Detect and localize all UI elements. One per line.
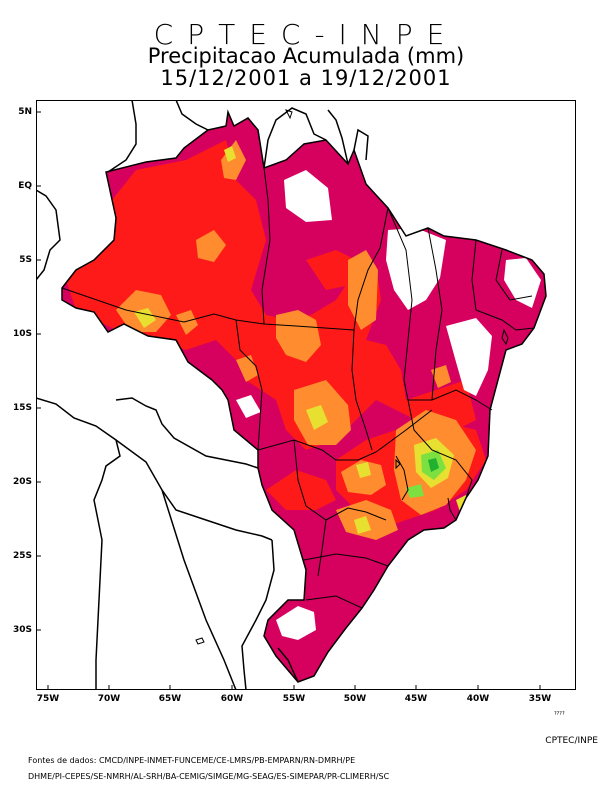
x-tick-label: 45W bbox=[404, 694, 428, 704]
y-tick-label: 25S bbox=[12, 551, 32, 561]
x-tick-label: 40W bbox=[466, 694, 490, 704]
sources-line-2: DHME/PI-CEPES/SE-NMRH/AL-SRH/BA-CEMIG/SI… bbox=[28, 772, 390, 781]
sources-text-1: CMCD/INPE-INMET-FUNCEME/CE-LMRS/PB-EMPAR… bbox=[98, 756, 356, 765]
credit-label: CPTEC/INPE bbox=[545, 736, 598, 746]
y-tick-label: 15S bbox=[12, 403, 32, 413]
y-tick-label: EQ bbox=[18, 181, 32, 191]
sources-line-1: Fontes de dados: CMCD/INPE-INMET-FUNCEME… bbox=[28, 756, 355, 765]
precipitation-map bbox=[36, 100, 576, 690]
y-tick-label: 30S bbox=[12, 625, 32, 635]
y-tick-label: 5S bbox=[19, 255, 32, 265]
x-tick-label: 55W bbox=[282, 694, 306, 704]
x-tick-label: 60W bbox=[220, 694, 244, 704]
map-frame-border bbox=[36, 100, 576, 690]
plot-signature: ???? bbox=[554, 711, 565, 717]
x-tick-label: 50W bbox=[343, 694, 367, 704]
sources-label: Fontes de dados: bbox=[28, 756, 97, 765]
y-tick-label: 5N bbox=[18, 107, 32, 117]
y-tick-label: 20S bbox=[12, 477, 32, 487]
x-tick-label: 70W bbox=[97, 694, 121, 704]
product-title: Precipitacao Acumulada (mm) bbox=[147, 44, 465, 68]
axis-ticks bbox=[36, 111, 541, 690]
x-tick-label: 35W bbox=[528, 694, 552, 704]
country-borders bbox=[36, 100, 547, 690]
y-tick-label: 10S bbox=[12, 329, 32, 339]
period-title: 15/12/2001 a 19/12/2001 bbox=[160, 66, 452, 90]
x-tick-label: 75W bbox=[36, 694, 60, 704]
x-tick-label: 65W bbox=[158, 694, 182, 704]
state-borders bbox=[61, 109, 535, 645]
agency-title: CPTEC-INPE bbox=[153, 18, 459, 51]
